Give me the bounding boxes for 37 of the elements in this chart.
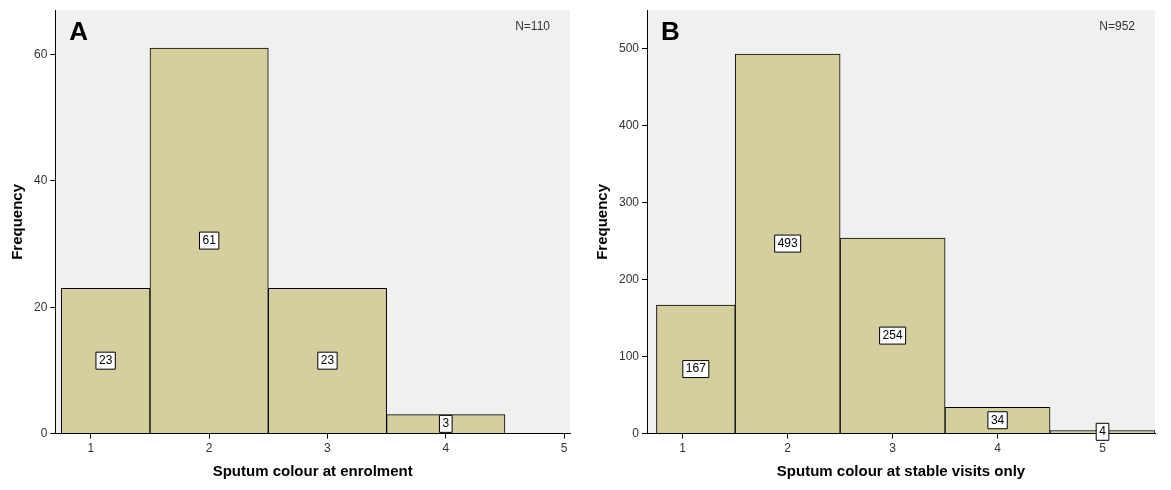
data-label: 254 [882, 327, 903, 342]
y-tick-label: 500 [618, 41, 640, 55]
data-label: 23 [98, 352, 113, 367]
data-label: 23 [320, 352, 335, 367]
x-axis-title: Sputum colour at stable visits only [776, 462, 1026, 480]
y-tick-label: 400 [618, 117, 640, 132]
y-tick-label: 100 [618, 348, 640, 363]
annotation: A [69, 16, 89, 47]
y-tick-label: 0 [40, 425, 48, 440]
y-axis-title: Frequency [593, 183, 611, 260]
y-tick-label: 0 [632, 425, 640, 440]
data-label: 167 [685, 361, 707, 376]
y-tick-label: 60 [33, 46, 48, 61]
x-tick-label: 2 [205, 441, 213, 456]
y-tick-label: 200 [618, 271, 640, 286]
x-tick-label: 3 [324, 441, 332, 456]
y-tick-label: 300 [618, 194, 640, 209]
data-label: 4 [1099, 424, 1107, 439]
data-label: 3 [442, 416, 450, 431]
data-label: 34 [990, 412, 1005, 427]
x-tick-label: 5 [1099, 441, 1107, 456]
x-tick-label: 1 [87, 441, 95, 456]
x-tick-label: 4 [442, 441, 450, 456]
annotation: N=952 [1099, 18, 1136, 33]
y-tick-label: 20 [33, 299, 48, 314]
y-tick-label: 40 [33, 173, 48, 188]
annotation: B [661, 16, 680, 47]
data-label: 493 [777, 235, 798, 250]
x-tick-label: 4 [994, 441, 1002, 456]
data-label: 61 [202, 232, 217, 247]
annotation: N=110 [515, 18, 551, 33]
y-axis-title: Frequency [8, 183, 26, 260]
x-tick-label: 5 [560, 441, 568, 456]
x-tick-label: 1 [679, 441, 687, 456]
x-tick-label: 3 [889, 441, 897, 456]
x-tick-label: 2 [784, 441, 792, 456]
x-axis-title: Sputum colour at enrolment [212, 462, 413, 480]
